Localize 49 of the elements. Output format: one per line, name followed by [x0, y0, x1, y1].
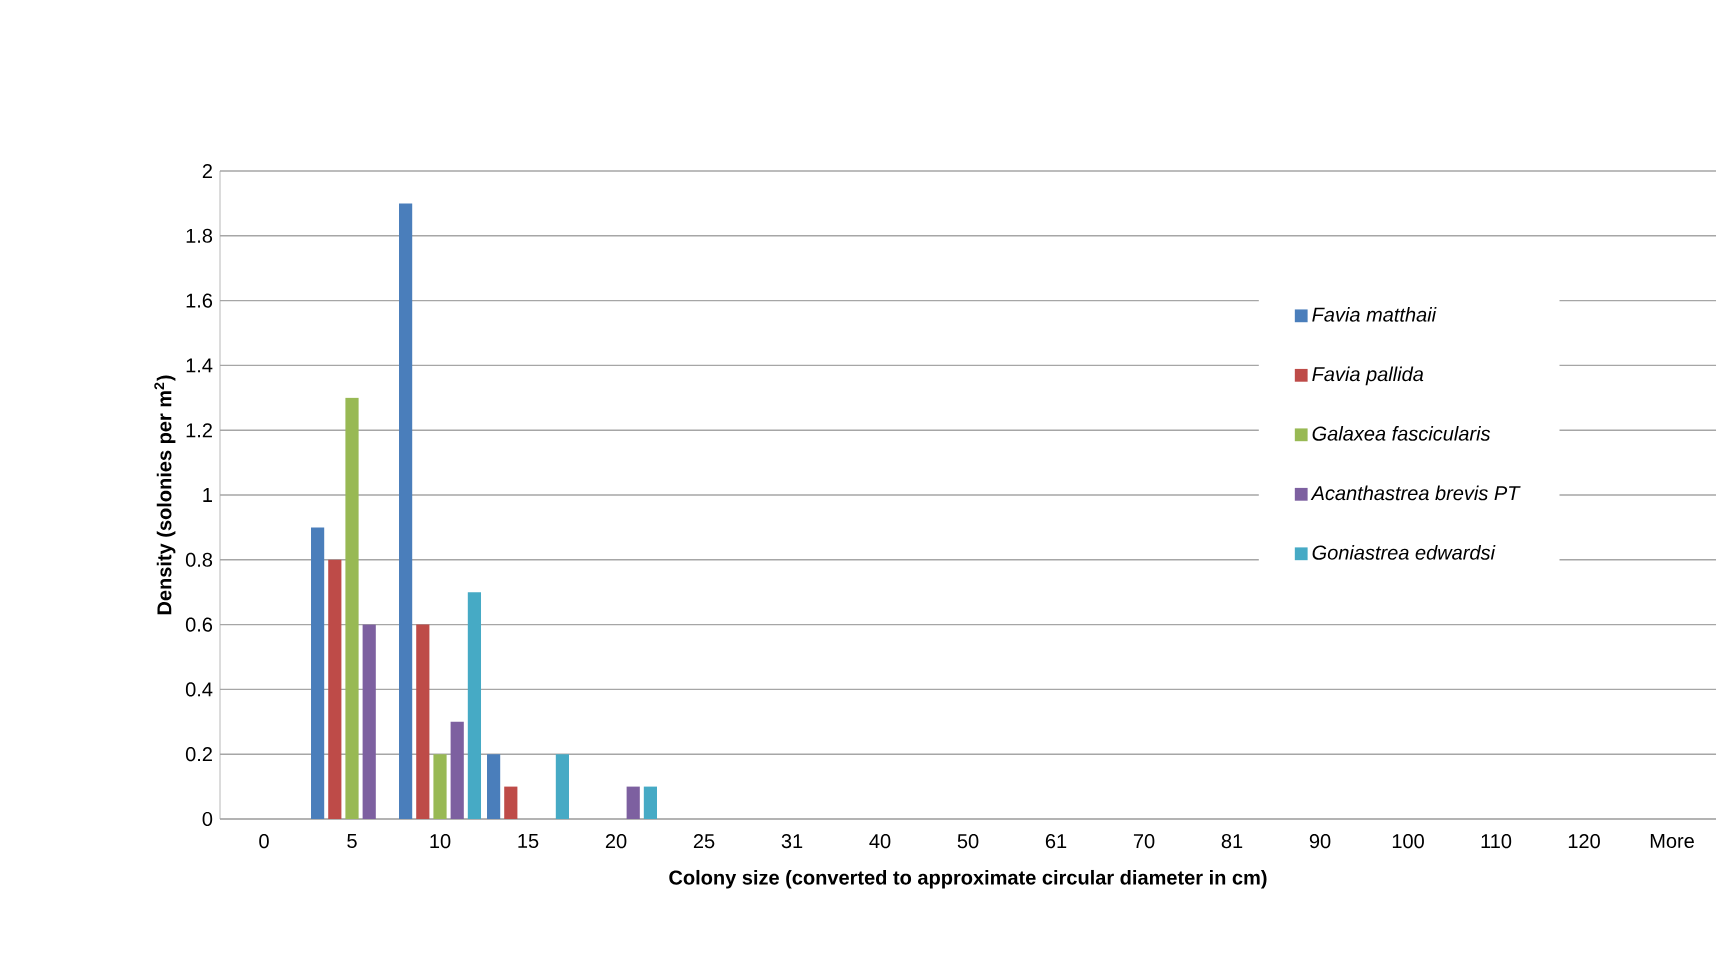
- x-tick-label: 50: [957, 834, 979, 849]
- bar: [467, 592, 482, 819]
- x-tick-label: 110: [1481, 834, 1512, 849]
- x-tick-label: 5: [347, 834, 357, 849]
- x-tick-label: 70: [1133, 834, 1155, 849]
- x-tick-label: 40: [869, 834, 891, 849]
- legend-label: Favia pallida: [1312, 366, 1424, 386]
- y-tick-label: 2: [202, 164, 212, 178]
- x-tick-label: 20: [605, 834, 627, 849]
- bar: [311, 527, 325, 819]
- legend-label: Galaxea fascicularis: [1312, 426, 1491, 441]
- x-tick-label: 90: [1309, 834, 1331, 849]
- y-tick-label: 1.2: [186, 423, 212, 438]
- bar: [450, 721, 464, 819]
- bar: [399, 203, 413, 819]
- y-tick-label: 0.6: [185, 617, 213, 632]
- bar: [362, 624, 376, 819]
- legend-label: Acanthastrea brevis PT: [1310, 485, 1521, 501]
- y-tick-label: 1: [203, 488, 212, 502]
- bar: [487, 754, 501, 819]
- bar: [626, 786, 640, 819]
- legend-label: Favia matthaii: [1312, 307, 1437, 322]
- legend-label: Goniastrea edwardsi: [1312, 545, 1496, 560]
- x-axis-title: Colony size (converted to approximate circular diameter in cm): [669, 869, 1267, 889]
- y-tick-label: 0.4: [185, 682, 213, 697]
- y-tick-label: 0.2: [185, 747, 212, 762]
- x-tick-label: 100: [1392, 834, 1424, 849]
- y-axis-title: Density (solonies per m$^{2}$): [154, 375, 176, 615]
- x-tick-label: 31: [781, 834, 803, 849]
- x-tick-label: 0: [259, 834, 269, 849]
- y-tick-label: 0: [202, 811, 213, 827]
- y-tick-label: 1.8: [186, 228, 213, 243]
- bar: [345, 397, 359, 819]
- x-tick-label: 61: [1045, 834, 1067, 849]
- y-tick-label: 1.6: [186, 293, 213, 308]
- x-tick-label: 81: [1221, 834, 1243, 849]
- bar: [643, 786, 658, 819]
- x-tick-label: 15: [518, 834, 539, 849]
- x-tick-label: More: [1650, 834, 1694, 849]
- y-tick-label: 1.4: [186, 358, 213, 373]
- bar: [555, 754, 570, 819]
- x-tick-label: 120: [1568, 834, 1600, 849]
- y-tick-label: 0.8: [185, 552, 213, 567]
- bar: [416, 624, 430, 819]
- bar: [504, 786, 518, 819]
- bar: [433, 754, 447, 819]
- x-tick-label: 10: [430, 834, 451, 849]
- x-tick-label: 25: [693, 834, 715, 849]
- bar: [328, 559, 342, 819]
